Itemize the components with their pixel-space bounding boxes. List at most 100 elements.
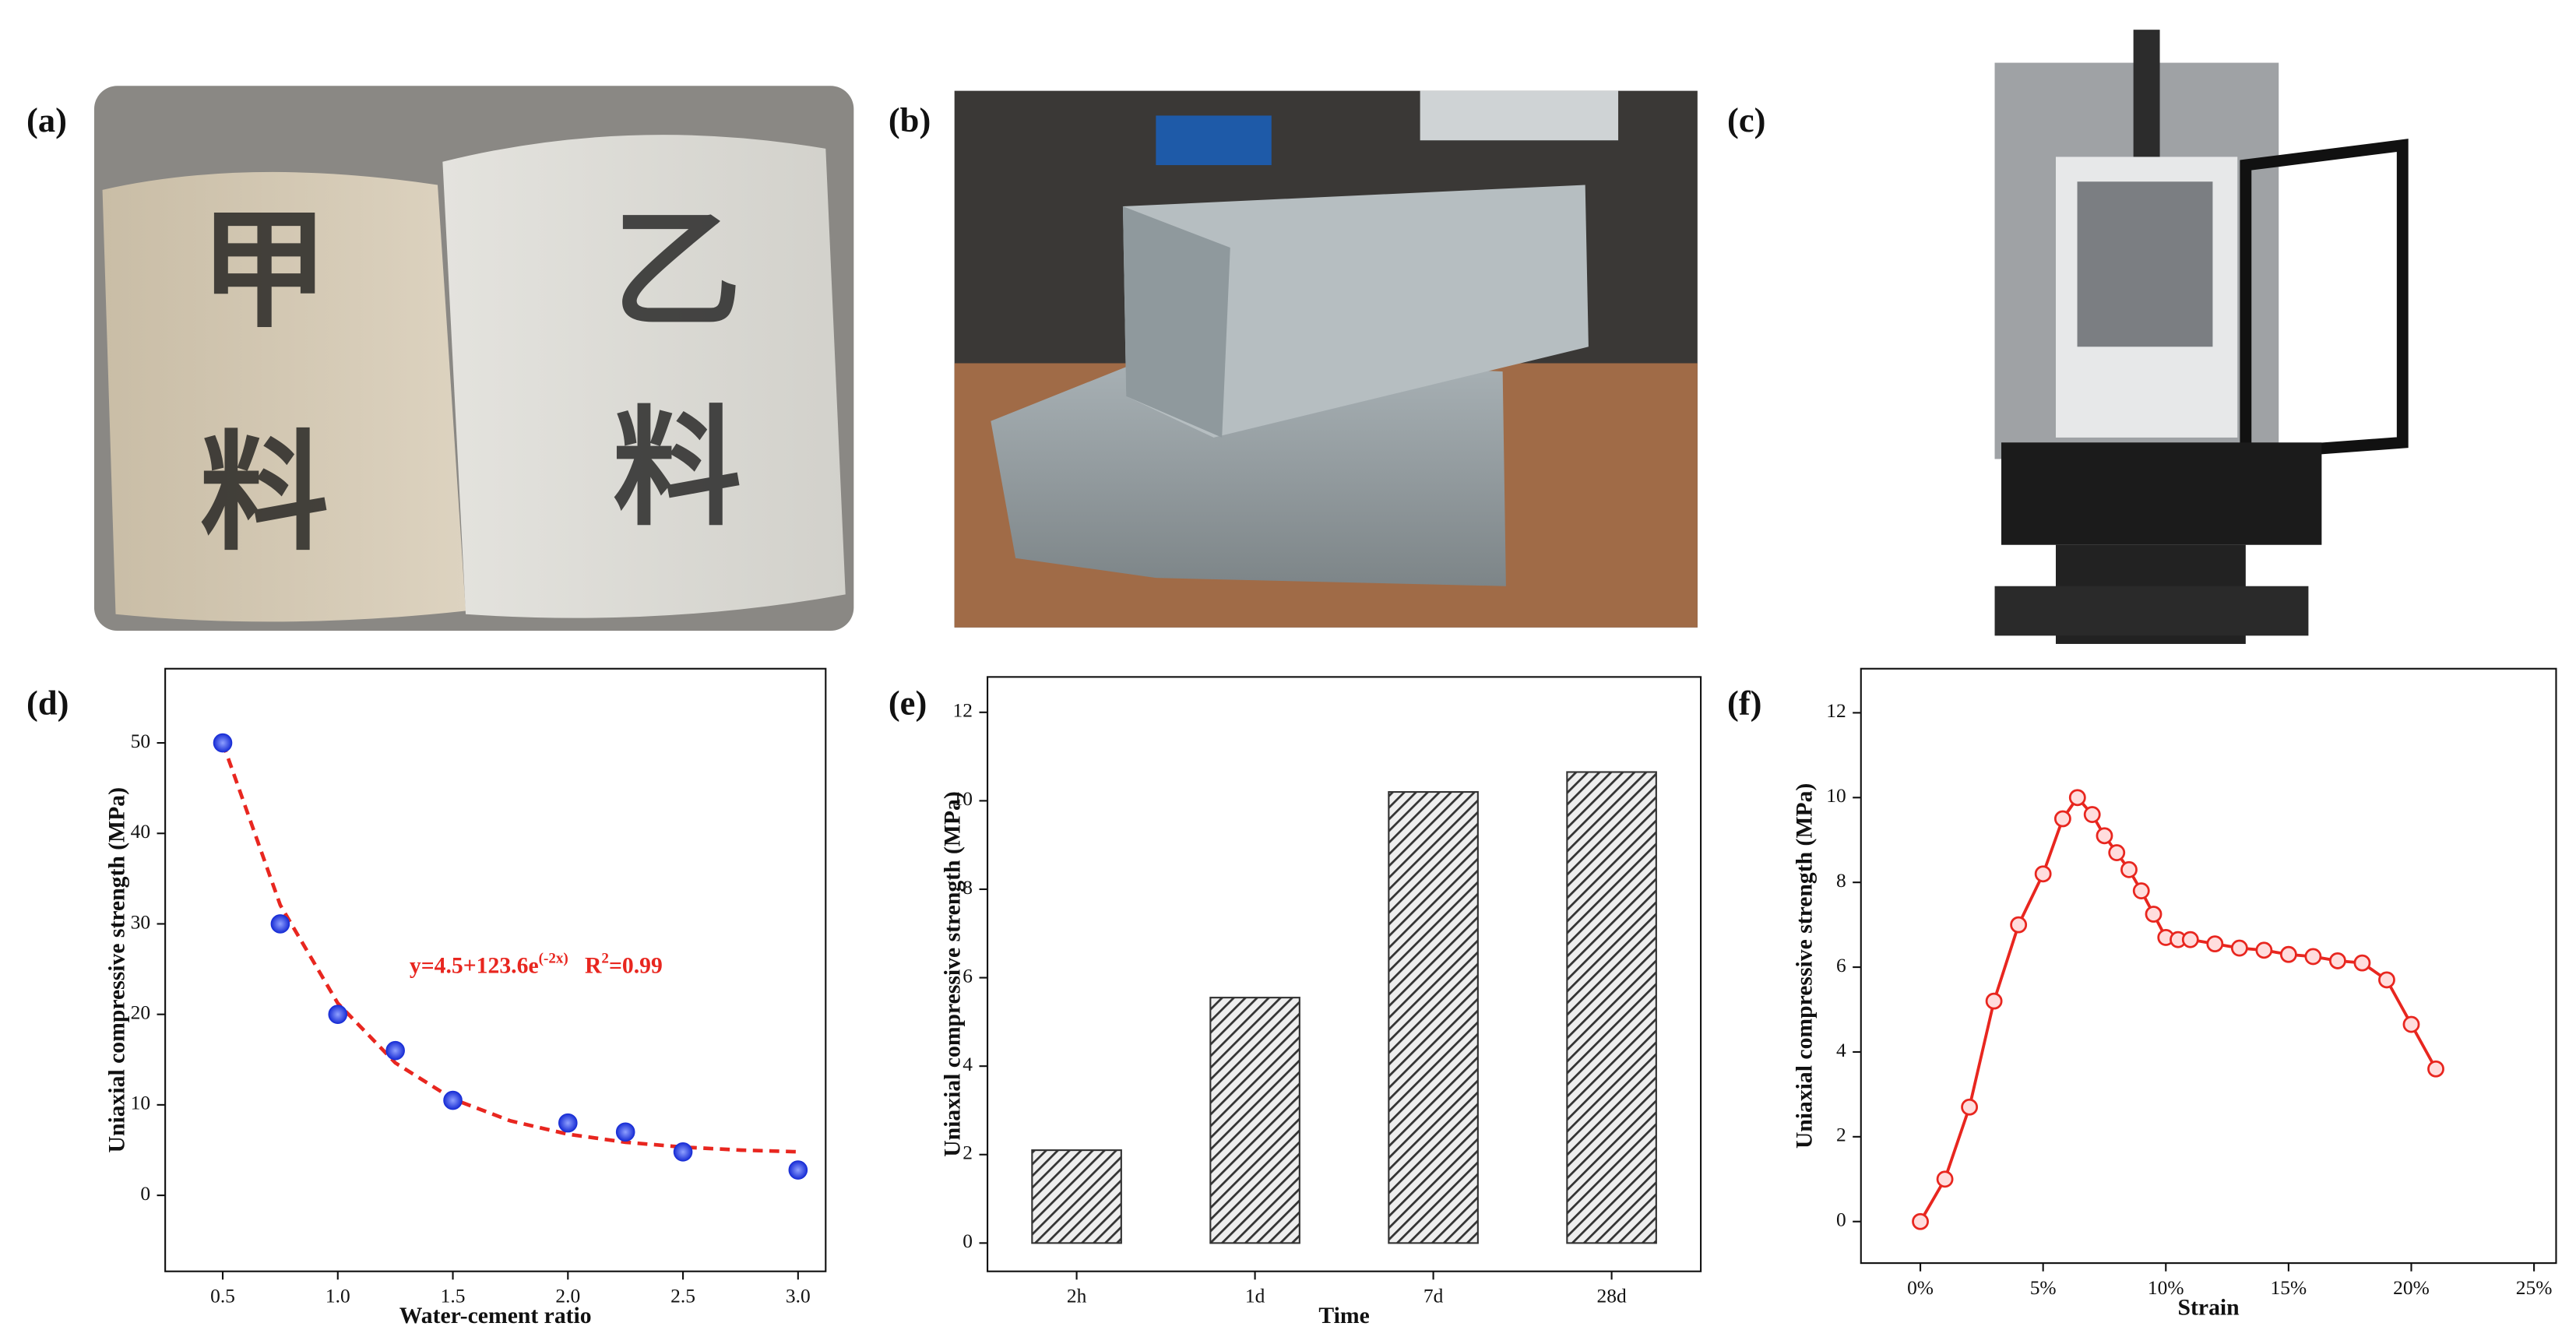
point <box>385 1040 405 1061</box>
point <box>558 1113 578 1133</box>
point <box>213 733 233 753</box>
bag-text: 料 <box>200 421 329 565</box>
x-tick-label: 25% <box>2516 1276 2553 1299</box>
point <box>2230 939 2248 957</box>
x-tick-label: 3.0 <box>786 1284 811 1307</box>
point <box>2132 882 2150 899</box>
panel-label: (e) <box>889 684 927 723</box>
point <box>615 1122 635 1142</box>
y-tick-label: 0 <box>1836 1209 1846 1231</box>
x-tick-label: 20% <box>2393 1276 2430 1299</box>
point <box>2010 916 2028 934</box>
y-tick-label: 50 <box>131 730 150 752</box>
y-tick-label: 2 <box>962 1142 973 1164</box>
point <box>2329 952 2346 969</box>
panel-label: (f) <box>1727 684 1761 723</box>
x-tick-label: 2.5 <box>670 1284 695 1307</box>
x-tick-label: 1d <box>1245 1284 1265 1307</box>
line <box>1919 795 2437 1223</box>
point <box>2120 860 2138 878</box>
photo-b <box>954 90 1698 628</box>
point <box>2068 789 2086 807</box>
point <box>1985 992 2003 1010</box>
point <box>2034 865 2052 883</box>
y-tick-label: 8 <box>1836 869 1846 892</box>
y-tick-label: 12 <box>953 699 973 722</box>
point <box>2255 941 2273 959</box>
point <box>2096 827 2113 845</box>
x-tick-label: 15% <box>2271 1276 2307 1299</box>
bar <box>1209 997 1300 1244</box>
plot-frame <box>987 676 1702 1272</box>
point <box>1961 1098 1979 1116</box>
fit-line <box>220 742 798 1154</box>
y-tick-label: 10 <box>131 1092 150 1114</box>
y-tick-label: 4 <box>962 1053 973 1075</box>
equation-part: =0.99 <box>609 953 663 978</box>
point <box>673 1142 693 1162</box>
y-axis-title: Uniaxial compressive strength (MPa) <box>940 791 965 1156</box>
y-tick-label: 0 <box>140 1182 150 1205</box>
y-tick-label: 30 <box>131 910 150 933</box>
x-axis-title: Time <box>1318 1304 1369 1328</box>
point <box>788 1160 808 1180</box>
point <box>2304 948 2322 966</box>
panel-label: (a) <box>26 100 67 139</box>
x-tick-label: 5% <box>2030 1276 2057 1299</box>
plot-frame <box>164 667 827 1272</box>
x-tick-label: 1.5 <box>441 1284 466 1307</box>
y-tick-label: 4 <box>1836 1039 1846 1061</box>
point <box>2108 844 2126 861</box>
y-tick-label: 2 <box>1836 1124 1846 1146</box>
point <box>1936 1170 1954 1188</box>
y-tick-label: 0 <box>962 1230 973 1252</box>
panel-label: (d) <box>26 684 69 723</box>
bag-text: 乙 <box>613 199 741 343</box>
point <box>2378 971 2395 989</box>
panel-label: (c) <box>1727 100 1765 139</box>
equation-part: 2 <box>601 950 609 966</box>
panel-label: (b) <box>889 100 931 139</box>
point <box>2353 954 2371 972</box>
y-tick-label: 10 <box>1826 784 1846 807</box>
bar <box>1388 790 1479 1244</box>
bag-text: 甲 <box>200 199 329 343</box>
point <box>2145 906 2163 923</box>
y-tick-label: 20 <box>131 1001 150 1024</box>
y-axis-title: Uniaxial compressive strength (MPa) <box>1793 783 1818 1149</box>
point <box>2083 806 2101 823</box>
y-tick-label: 8 <box>962 876 973 899</box>
equation-part: y=4.5+123.6e <box>410 953 539 978</box>
x-tick-label: 1.0 <box>326 1284 350 1307</box>
point <box>1912 1212 1929 1230</box>
point <box>2279 945 2297 963</box>
fit-equation: y=4.5+123.6e(-2x) R2=0.99 <box>410 950 663 978</box>
bar <box>1031 1149 1122 1244</box>
bag-text: 料 <box>613 397 741 541</box>
point <box>2427 1060 2444 1078</box>
y-tick-label: 6 <box>962 964 973 987</box>
y-tick-label: 6 <box>1836 954 1846 976</box>
photo-a <box>93 86 854 631</box>
x-tick-label: 2h <box>1067 1284 1087 1307</box>
x-axis-title: Water-cement ratio <box>399 1304 592 1328</box>
point <box>2181 931 2199 948</box>
point <box>270 914 290 934</box>
y-axis-title: Uniaxial compressive strength (MPa) <box>105 787 130 1152</box>
x-axis-title: Strain <box>2178 1295 2240 1320</box>
y-tick-label: 10 <box>953 787 973 810</box>
x-tick-label: 28d <box>1597 1284 1627 1307</box>
point <box>443 1090 463 1110</box>
x-tick-label: 10% <box>2148 1276 2184 1299</box>
equation-part: (-2x) <box>539 950 568 966</box>
x-tick-label: 0.5 <box>210 1284 235 1307</box>
photo-c <box>1994 30 2409 644</box>
plot-frame <box>1860 667 2557 1265</box>
point <box>328 1004 348 1024</box>
equation-part: R <box>585 953 602 978</box>
point <box>2206 935 2224 953</box>
point <box>2053 810 2071 828</box>
y-tick-label: 40 <box>131 820 150 843</box>
